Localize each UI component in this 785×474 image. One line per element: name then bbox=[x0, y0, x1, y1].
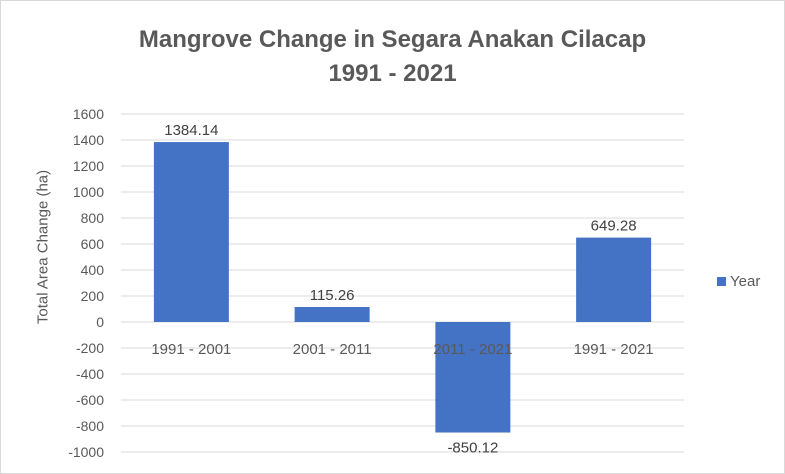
y-tick-label: 0 bbox=[96, 314, 104, 330]
x-tick-label: 2011 - 2021 bbox=[433, 341, 512, 358]
y-tick-label: -200 bbox=[76, 340, 104, 356]
y-tick-label: 400 bbox=[81, 262, 105, 278]
chart-title-line2: 1991 - 2021 bbox=[328, 60, 457, 87]
chart-title-line1: Mangrove Change in Segara Anakan Cilacap bbox=[138, 26, 647, 53]
bar bbox=[435, 322, 511, 433]
x-tick-label: 2001 - 2011 bbox=[293, 341, 372, 358]
y-tick-label: 200 bbox=[81, 288, 105, 304]
y-tick-label: 1000 bbox=[73, 184, 104, 200]
y-tick-label: 1600 bbox=[73, 106, 104, 122]
bar bbox=[576, 237, 652, 322]
chart-title: Mangrove Change in Segara Anakan Cilacap… bbox=[1, 23, 784, 91]
data-label: -850.12 bbox=[447, 440, 498, 457]
y-tick-label: -600 bbox=[76, 392, 104, 408]
y-tick-label: 600 bbox=[81, 236, 105, 252]
legend-label: Year bbox=[730, 273, 761, 290]
legend: Year bbox=[717, 273, 760, 290]
data-label: 115.26 bbox=[310, 287, 355, 304]
y-axis-label: Total Area Change (ha) bbox=[34, 169, 52, 325]
y-tick-label: 1200 bbox=[73, 158, 104, 174]
data-label: 1384.14 bbox=[164, 122, 218, 139]
y-tick-label: -800 bbox=[76, 418, 104, 434]
y-tick-label: -1000 bbox=[68, 444, 104, 460]
bar bbox=[153, 142, 229, 322]
x-tick-label: 1991 - 2021 bbox=[574, 341, 654, 358]
x-tick-label: 1991 - 2001 bbox=[151, 341, 231, 358]
legend-swatch bbox=[717, 277, 726, 286]
y-tick-label: -400 bbox=[76, 366, 104, 382]
bar bbox=[294, 307, 370, 322]
data-label: 649.28 bbox=[591, 218, 637, 235]
y-tick-label: 800 bbox=[81, 210, 105, 226]
y-tick-label: 1400 bbox=[73, 132, 104, 148]
